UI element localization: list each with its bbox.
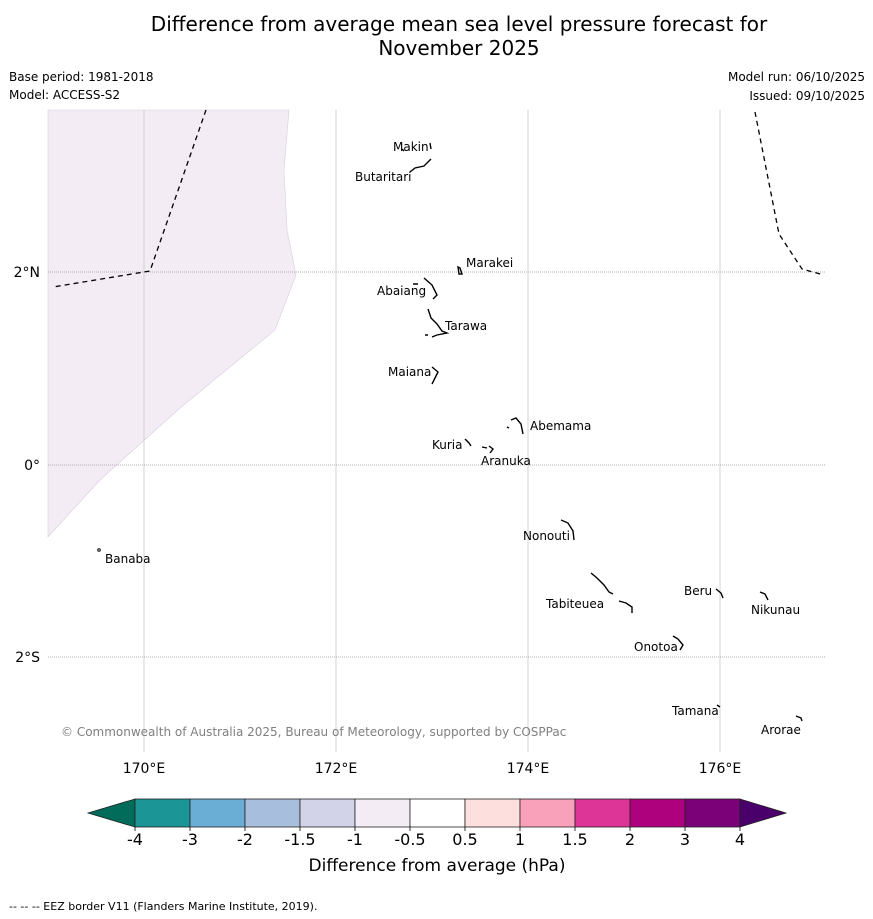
label-butaritari: Butaritari: [355, 170, 412, 184]
colorbar-tick-label: -1: [347, 830, 363, 849]
colorbar-tick-label: 1: [515, 830, 525, 849]
label-marakei: Marakei: [466, 256, 513, 270]
label-makin: Makin: [393, 140, 429, 154]
island-beru: [715, 588, 724, 599]
island-maiana: [431, 366, 439, 385]
colorbar-tick-label: 3: [680, 830, 690, 849]
gridlines: [48, 110, 826, 752]
latitude-labels: 2°N 0° 2°S: [14, 265, 41, 666]
colorbar-under-arrow: [86, 798, 136, 828]
colorbar-bin: [354, 798, 411, 828]
label-maiana: Maiana: [388, 365, 431, 379]
colorbar-tick-label: -1.5: [284, 830, 315, 849]
colorbar-bin: [574, 798, 631, 828]
island-banaba: [97, 548, 101, 552]
colorbar-bin: [244, 798, 301, 828]
island-tarawa: [425, 308, 450, 338]
title-line-2: November 2025: [378, 36, 540, 60]
colorbar-bin: [464, 798, 521, 828]
islands: [97, 142, 803, 722]
island-makin: [401, 142, 432, 152]
colorbar-tick-label: -0.5: [394, 830, 425, 849]
lon-label-174: 174°E: [507, 761, 550, 777]
label-nikunau: Nikunau: [751, 603, 800, 617]
colorbar-label: Difference from average (hPa): [309, 856, 566, 876]
island-tabiteuea: [590, 572, 633, 613]
island-nikunau: [759, 591, 769, 601]
lat-label-0: 0°: [24, 458, 40, 474]
island-kuria: [464, 438, 472, 447]
label-banaba: Banaba: [105, 552, 151, 566]
label-nonouti: Nonouti: [523, 529, 570, 543]
island-marakei: [457, 265, 463, 275]
label-abaiang: Abaiang: [377, 284, 426, 298]
colorbar-bin: [629, 798, 686, 828]
eez-footnote: -- -- -- EEZ border V11 (Flanders Marine…: [9, 900, 318, 913]
eez-border-west: [52, 109, 207, 288]
model-name: Model: ACCESS-S2: [9, 88, 121, 102]
colorbar-bin: [409, 798, 466, 828]
lat-label-2n: 2°N: [14, 265, 40, 281]
anomaly-shade-region: [47, 109, 297, 538]
lat-label-2s: 2°S: [15, 650, 40, 666]
island-abaiang: [413, 277, 438, 300]
colorbar-tick-label: -4: [127, 830, 143, 849]
colorbar-over-arrow: [739, 798, 788, 828]
colorbar-bin: [134, 798, 191, 828]
issued-date: Issued: 09/10/2025: [749, 89, 865, 103]
colorbar-bin: [189, 798, 246, 828]
island-arorae: [795, 715, 803, 722]
model-run: Model run: 06/10/2025: [727, 70, 865, 84]
label-aranuka: Aranuka: [481, 454, 531, 468]
label-abemama: Abemama: [530, 419, 591, 433]
island-tamana: [716, 704, 721, 708]
label-arorae: Arorae: [761, 723, 801, 737]
copyright-notice: © Commonwealth of Australia 2025, Bureau…: [61, 725, 566, 739]
colorbar-tick-label: -2: [237, 830, 253, 849]
island-onotoa: [672, 635, 684, 651]
colorbar-bin: [684, 798, 741, 828]
place-labels: Makin Butaritari Marakei Abaiang Tarawa …: [105, 140, 801, 737]
title-line-1: Difference from average mean sea level p…: [150, 12, 768, 36]
colorbar: -4 -3 -2 -1.5 -1 -0.5 0.5 1 1.5 2 3 4: [86, 798, 788, 849]
longitude-labels: 170°E 172°E 174°E 176°E: [123, 761, 742, 777]
lon-label-170: 170°E: [123, 761, 166, 777]
colorbar-tick-label: -3: [182, 830, 198, 849]
island-butaritari: [409, 158, 432, 173]
base-period: Base period: 1981-2018: [9, 70, 154, 84]
eez-borders: [52, 109, 825, 288]
colorbar-tick-label: 2: [625, 830, 635, 849]
colorbar-tick-label: 4: [735, 830, 745, 849]
island-nonouti: [560, 519, 575, 541]
label-beru: Beru: [684, 584, 712, 598]
colorbar-tick-label: 1.5: [562, 830, 587, 849]
lon-label-172: 172°E: [315, 761, 358, 777]
chart-title: Difference from average mean sea level p…: [0, 12, 873, 60]
island-abemama: [506, 417, 524, 435]
eez-border-east: [754, 111, 825, 276]
label-tamana: Tamana: [671, 704, 719, 718]
colorbar-bin: [299, 798, 356, 828]
label-tarawa: Tarawa: [444, 319, 487, 333]
lon-label-176: 176°E: [699, 761, 742, 777]
colorbar-bin: [519, 798, 576, 828]
label-tabiteuea: Tabiteuea: [545, 597, 604, 611]
label-onotoa: Onotoa: [634, 640, 678, 654]
label-kuria: Kuria: [432, 438, 463, 452]
island-aranuka: [481, 445, 494, 454]
colorbar-tick-label: 0.5: [452, 830, 477, 849]
